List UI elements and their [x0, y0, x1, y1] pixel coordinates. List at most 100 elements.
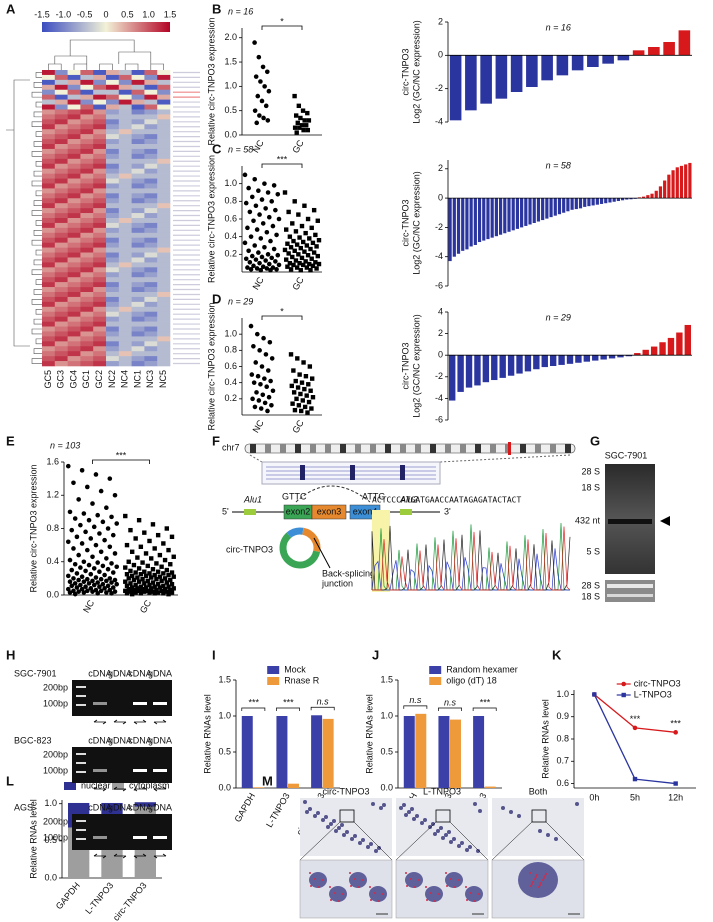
- heatmap-cell: [42, 173, 56, 179]
- heatmap-cell: [106, 94, 120, 100]
- heatmap-cell: [42, 188, 56, 194]
- point: [284, 257, 289, 262]
- image-title: L-TNPO3: [423, 786, 461, 796]
- heatmap-cell: [54, 222, 68, 229]
- heatmap-cell: [118, 163, 132, 169]
- heatmap-cell: [93, 346, 107, 352]
- x-tick-label: NC: [81, 598, 96, 615]
- heatmap-cell: [106, 296, 120, 303]
- heatmap-cell: [118, 361, 132, 367]
- point: [295, 120, 300, 126]
- cell: [412, 817, 416, 821]
- zoom-box: [531, 809, 547, 823]
- heatmap-cell: [118, 252, 132, 258]
- heatmap-cell: [93, 301, 107, 308]
- y-tick-label: 0.4: [224, 377, 237, 387]
- point: [133, 570, 138, 575]
- point: [306, 118, 312, 123]
- colorbar-tick-label: 1.0: [142, 9, 155, 19]
- heatmap-cell: [118, 316, 132, 322]
- cell-zoom: [465, 886, 483, 902]
- point: [264, 384, 270, 390]
- bar: [602, 55, 614, 64]
- point: [171, 574, 176, 579]
- heatmap-cell: [80, 193, 94, 199]
- bar: [616, 198, 620, 202]
- y-tick-label: 1.0: [44, 798, 57, 808]
- point: [263, 258, 268, 263]
- bar: [482, 198, 486, 241]
- point: [81, 511, 87, 516]
- point: [296, 103, 302, 109]
- image-title: Both: [529, 786, 548, 796]
- point: [131, 577, 137, 583]
- bar: [595, 198, 599, 205]
- cell: [436, 829, 440, 833]
- heatmap-cell: [80, 198, 94, 204]
- point: [71, 576, 76, 581]
- y-tick-label: 2.0: [224, 32, 237, 42]
- point: [271, 183, 277, 188]
- point: [310, 263, 316, 269]
- point: [257, 212, 262, 217]
- point: [135, 575, 140, 580]
- heatmap-cell: [106, 198, 120, 204]
- heatmap-cell: [67, 163, 81, 169]
- point: [313, 260, 318, 265]
- significance-label: ***: [283, 697, 294, 707]
- y-axis-label: Relative RNAs level: [28, 799, 38, 879]
- heatmap-cell: [157, 163, 171, 169]
- heatmap-cell: [157, 188, 171, 194]
- point: [81, 579, 87, 584]
- point: [104, 556, 109, 561]
- heatmap-cell: [67, 257, 81, 263]
- point: [248, 267, 254, 272]
- heatmap-cell: [42, 124, 56, 130]
- point: [254, 266, 260, 271]
- primer-icon: [113, 853, 127, 859]
- heatmap-cell: [67, 183, 81, 189]
- signal-dot: [542, 879, 544, 881]
- heatmap-cell: [80, 79, 94, 86]
- heatmap-cell: [67, 287, 81, 293]
- point: [129, 549, 135, 554]
- heatmap-cell: [67, 277, 81, 283]
- significance-bracket: [241, 707, 266, 711]
- blot-marker: 28 S: [581, 580, 600, 590]
- x-tick-label: L-TNPO3: [83, 880, 115, 916]
- heatmap-cell: [118, 139, 132, 145]
- heatmap-cell: [144, 89, 158, 95]
- heatmap-cell: [67, 153, 81, 160]
- point: [298, 245, 303, 251]
- significance-label: *: [280, 16, 284, 26]
- point: [161, 571, 166, 576]
- ladder-band: [76, 695, 86, 697]
- heatmap-cell: [54, 104, 68, 110]
- point: [291, 368, 296, 373]
- point: [263, 103, 269, 109]
- heatmap-cell: [67, 267, 81, 273]
- point: [85, 547, 90, 553]
- heatmap-cell: [80, 262, 94, 268]
- heatmap-cell: [157, 213, 171, 219]
- point: [309, 406, 314, 411]
- point: [305, 110, 310, 116]
- heatmap-cell: [42, 84, 56, 91]
- point: [109, 561, 114, 566]
- heatmap-cell: [157, 218, 171, 224]
- heatmap-cell: [54, 158, 68, 165]
- cell: [509, 810, 513, 814]
- heatmap-cell: [67, 79, 81, 86]
- point: [109, 580, 114, 585]
- heatmap-cell: [118, 94, 132, 100]
- heatmap-cell: [54, 70, 68, 76]
- bar: [549, 355, 557, 366]
- point: [91, 582, 97, 588]
- point: [161, 591, 166, 596]
- heatmap-cell: [144, 361, 158, 367]
- y-tick-label: 1.5: [380, 674, 393, 684]
- point: [131, 562, 137, 568]
- point: [169, 581, 175, 587]
- heatmap-cell: [80, 292, 94, 298]
- heatmap-cell: [131, 336, 145, 342]
